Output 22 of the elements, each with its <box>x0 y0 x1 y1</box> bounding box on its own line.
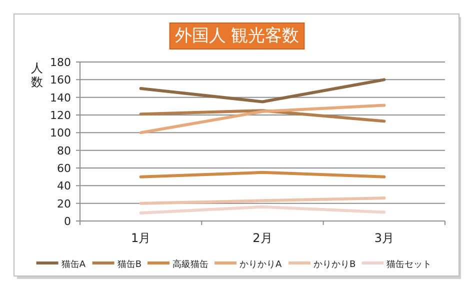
y-tick-label: 180 <box>50 56 71 69</box>
y-tick-label: 20 <box>57 197 71 210</box>
legend-label: 高級猫缶 <box>172 259 208 270</box>
x-tick-label: 2月 <box>252 231 272 245</box>
y-tick-label: 40 <box>57 180 71 193</box>
title: 外国人 観光客数 <box>169 22 305 50</box>
y-tick-label: 120 <box>50 109 71 122</box>
x-tick-label: 1月 <box>131 231 151 245</box>
legend-label: かりかりA <box>240 260 282 270</box>
legend-label: 猫缶A <box>61 259 86 270</box>
y-tick-label: 0 <box>64 215 71 228</box>
y-tick-label: 100 <box>50 126 71 140</box>
y-tick-label: 160 <box>50 74 71 87</box>
legend-label: 猫缶B <box>117 259 142 270</box>
legend-label: かりかりB <box>314 260 356 270</box>
y-tick-label: 80 <box>57 144 71 158</box>
chart-title: 外国人 観光客数 <box>174 26 300 46</box>
y-axis-title: 人数 <box>31 61 43 89</box>
legend-label: 猫缶セット <box>386 259 432 270</box>
y-tick-label: 140 <box>50 91 71 104</box>
y-tick-label: 60 <box>57 162 71 175</box>
x-tick-label: 3月 <box>374 231 394 245</box>
